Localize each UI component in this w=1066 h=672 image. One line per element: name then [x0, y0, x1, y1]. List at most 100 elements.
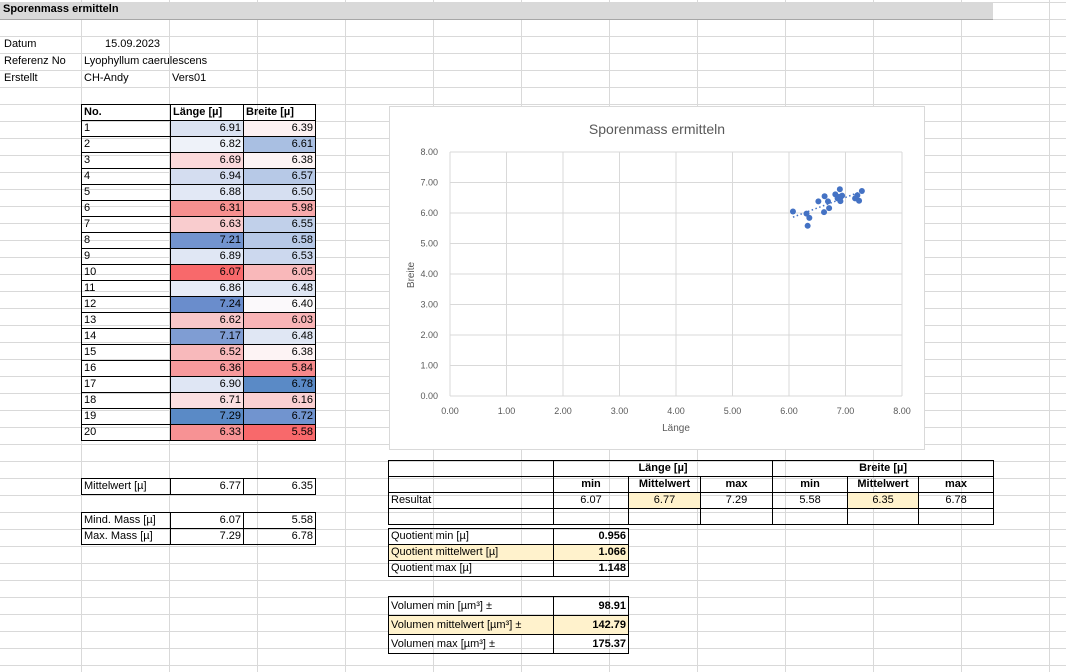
row-laenge[interactable]: 6.71 — [170, 392, 244, 409]
row-laenge[interactable]: 6.69 — [170, 152, 244, 169]
mittelwert-label[interactable]: Mittelwert [µ] — [81, 478, 171, 495]
row-no[interactable]: 2 — [81, 136, 171, 153]
row-laenge[interactable]: 6.86 — [170, 280, 244, 297]
result-subheader-empty[interactable] — [388, 476, 554, 493]
row-no[interactable]: 5 — [81, 184, 171, 201]
max-mass-laenge[interactable]: 7.29 — [170, 528, 244, 545]
row-breite[interactable]: 5.98 — [243, 200, 316, 217]
row-laenge[interactable]: 6.31 — [170, 200, 244, 217]
mittelwert-breite[interactable]: 6.35 — [243, 478, 316, 495]
row-laenge[interactable]: 7.24 — [170, 296, 244, 313]
mind-mass-label[interactable]: Mind. Mass [µ] — [81, 512, 171, 529]
row-laenge[interactable]: 6.88 — [170, 184, 244, 201]
row-no[interactable]: 20 — [81, 424, 171, 441]
row-breite[interactable]: 6.53 — [243, 248, 316, 265]
result-header-breite[interactable]: Breite [µ] — [772, 460, 995, 477]
row-no[interactable]: 17 — [81, 376, 171, 393]
sub-breite-mittel[interactable]: Mittelwert — [847, 476, 920, 493]
sub-breite-min[interactable]: min — [772, 476, 849, 493]
quotient-max-value[interactable]: 1.148 — [553, 560, 629, 577]
row-laenge[interactable]: 6.33 — [170, 424, 244, 441]
row-laenge[interactable]: 6.62 — [170, 312, 244, 329]
resultat-laenge-mittel[interactable]: 6.77 — [628, 492, 701, 509]
resultat-breite-min[interactable]: 5.58 — [772, 492, 849, 509]
row-breite[interactable]: 5.58 — [243, 424, 316, 441]
row-breite[interactable]: 6.55 — [243, 216, 316, 233]
quotient-mittel-label[interactable]: Quotient mittelwert [µ] — [388, 544, 554, 561]
row-laenge[interactable]: 6.07 — [170, 264, 244, 281]
scatter-point[interactable] — [836, 186, 843, 193]
empty-cell[interactable] — [388, 508, 554, 525]
quotient-mittel-value[interactable]: 1.066 — [553, 544, 629, 561]
scatter-point[interactable] — [804, 222, 811, 229]
row-laenge[interactable]: 7.29 — [170, 408, 244, 425]
row-breite[interactable]: 6.57 — [243, 168, 316, 185]
scatter-point[interactable] — [803, 210, 810, 217]
max-mass-label[interactable]: Max. Mass [µ] — [81, 528, 171, 545]
datum-value[interactable]: 15.09.2023 — [105, 38, 161, 50]
sub-laenge-max[interactable]: max — [699, 476, 774, 493]
row-breite[interactable]: 5.84 — [243, 360, 316, 377]
row-no[interactable]: 6 — [81, 200, 171, 217]
row-no[interactable]: 13 — [81, 312, 171, 329]
result-header-empty[interactable] — [388, 460, 554, 477]
scatter-point[interactable] — [789, 208, 796, 215]
row-breite[interactable]: 6.61 — [243, 136, 316, 153]
header-laenge[interactable]: Länge [µ] — [170, 104, 244, 121]
row-breite[interactable]: 6.40 — [243, 296, 316, 313]
row-no[interactable]: 18 — [81, 392, 171, 409]
mind-mass-laenge[interactable]: 6.07 — [170, 512, 244, 529]
max-mass-breite[interactable]: 6.78 — [243, 528, 316, 545]
scatter-chart[interactable]: Sporenmass ermitteln 0.00 1.00 2.00 3.00 4.0… — [389, 106, 925, 450]
scatter-point[interactable] — [821, 193, 828, 200]
referenz-value[interactable]: Lyophyllum caerulescens — [84, 55, 208, 67]
quotient-min-label[interactable]: Quotient min [µ] — [388, 528, 554, 545]
quotient-min-value[interactable]: 0.956 — [553, 528, 629, 545]
empty-cell[interactable] — [699, 508, 774, 525]
resultat-laenge-min[interactable]: 6.07 — [553, 492, 629, 509]
row-breite[interactable]: 6.58 — [243, 232, 316, 249]
empty-cell[interactable] — [553, 508, 629, 525]
scatter-point[interactable] — [824, 198, 831, 205]
volumen-min-value[interactable]: 98.91 — [553, 596, 629, 616]
empty-cell[interactable] — [628, 508, 701, 525]
sub-laenge-mittel[interactable]: Mittelwert — [628, 476, 701, 493]
mittelwert-laenge[interactable]: 6.77 — [170, 478, 244, 495]
row-no[interactable]: 16 — [81, 360, 171, 377]
version-value[interactable]: Vers01 — [172, 72, 207, 84]
erstellt-value[interactable]: CH-Andy — [84, 72, 129, 84]
sub-laenge-min[interactable]: min — [553, 476, 629, 493]
row-no[interactable]: 14 — [81, 328, 171, 345]
row-breite[interactable]: 6.05 — [243, 264, 316, 281]
row-breite[interactable]: 6.38 — [243, 152, 316, 169]
scatter-point[interactable] — [858, 188, 865, 195]
row-no[interactable]: 12 — [81, 296, 171, 313]
row-breite[interactable]: 6.39 — [243, 120, 316, 137]
row-laenge[interactable]: 6.94 — [170, 168, 244, 185]
empty-cell[interactable] — [918, 508, 995, 525]
row-no[interactable]: 10 — [81, 264, 171, 281]
resultat-label[interactable]: Resultat — [388, 492, 554, 509]
scatter-point[interactable] — [852, 195, 859, 202]
volumen-mittel-value[interactable]: 142.79 — [553, 615, 629, 635]
scatter-point[interactable] — [826, 205, 833, 212]
scatter-point[interactable] — [834, 195, 841, 202]
resultat-breite-max[interactable]: 6.78 — [918, 492, 995, 509]
row-no[interactable]: 1 — [81, 120, 171, 137]
row-breite[interactable]: 6.48 — [243, 328, 316, 345]
row-laenge[interactable]: 6.90 — [170, 376, 244, 393]
empty-cell[interactable] — [772, 508, 849, 525]
row-laenge[interactable]: 6.82 — [170, 136, 244, 153]
row-laenge[interactable]: 6.52 — [170, 344, 244, 361]
volumen-max-value[interactable]: 175.37 — [553, 634, 629, 654]
sub-breite-max[interactable]: max — [918, 476, 995, 493]
row-laenge[interactable]: 6.89 — [170, 248, 244, 265]
row-no[interactable]: 11 — [81, 280, 171, 297]
row-breite[interactable]: 6.16 — [243, 392, 316, 409]
resultat-laenge-max[interactable]: 7.29 — [699, 492, 774, 509]
row-laenge[interactable]: 6.63 — [170, 216, 244, 233]
volumen-max-label[interactable]: Volumen max [µm³] ± — [388, 634, 554, 654]
resultat-breite-mittel[interactable]: 6.35 — [847, 492, 920, 509]
row-laenge[interactable]: 6.36 — [170, 360, 244, 377]
scatter-point[interactable] — [821, 209, 828, 216]
